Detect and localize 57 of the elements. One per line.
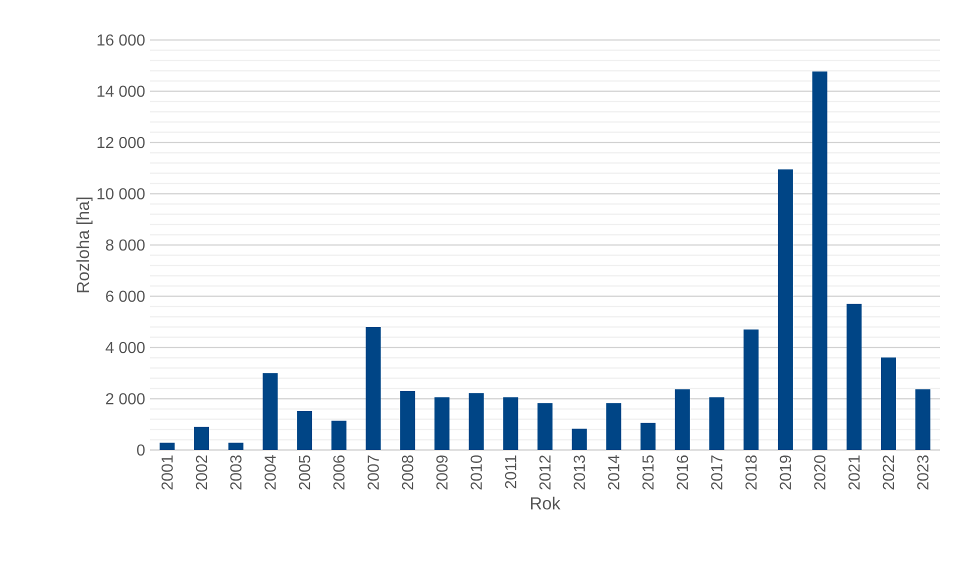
bar <box>331 420 346 450</box>
x-tick-label: 2023 <box>917 455 928 490</box>
bar <box>366 326 381 450</box>
x-tick-label: 2001 <box>162 455 173 490</box>
bar <box>160 442 175 450</box>
bar <box>812 72 828 450</box>
bar <box>606 403 622 450</box>
x-tick-label: 2003 <box>230 455 242 490</box>
bar <box>674 389 690 450</box>
y-tick-label: 2 000 <box>106 393 145 404</box>
bar <box>846 304 862 450</box>
bar <box>503 397 518 450</box>
y-axis-title: Rozloha [ha] <box>76 198 93 292</box>
bar <box>915 389 930 450</box>
bar <box>538 403 553 450</box>
x-tick-label: 2006 <box>333 455 345 490</box>
bar <box>709 397 724 450</box>
x-tick-label: 2021 <box>848 455 860 490</box>
x-tick-label: 2014 <box>608 455 620 490</box>
bar <box>468 393 484 450</box>
x-tick-label: 2016 <box>676 455 688 490</box>
x-tick-label: 2013 <box>574 455 586 490</box>
x-tick-label: 2010 <box>470 455 482 490</box>
bar <box>194 426 210 450</box>
bar <box>880 357 896 450</box>
y-tick-label: 8 000 <box>106 239 145 251</box>
y-tick-label: 16 000 <box>98 34 145 46</box>
bar <box>262 373 278 450</box>
y-tick-label: 4 000 <box>106 342 145 354</box>
x-tick-label: 2022 <box>882 456 894 490</box>
x-tick-label: 2008 <box>402 455 414 490</box>
x-tick-label: 2017 <box>711 456 722 490</box>
y-tick-label: 10 000 <box>98 188 145 200</box>
y-tick-label: 14 000 <box>98 86 145 97</box>
x-tick-label: 2009 <box>436 455 448 490</box>
bar <box>640 422 656 450</box>
x-tick-label: 2011 <box>505 455 516 488</box>
bar <box>228 442 244 450</box>
y-tick-label: 0 <box>137 444 145 456</box>
x-tick-label: 2019 <box>780 455 792 490</box>
x-axis-title: Rok <box>531 496 560 510</box>
x-tick-label: 2007 <box>368 456 379 490</box>
x-tick-label: 2015 <box>642 455 654 490</box>
bar <box>297 411 312 450</box>
x-tick-label: 2005 <box>298 455 310 490</box>
bar <box>778 169 793 450</box>
x-tick-label: 2020 <box>814 455 826 490</box>
x-tick-label: 2004 <box>264 455 276 490</box>
x-tick-label: 2012 <box>539 456 551 490</box>
bar <box>572 428 587 450</box>
x-tick-label: 2002 <box>196 456 208 490</box>
bar <box>434 397 450 450</box>
bar <box>744 330 759 450</box>
y-tick-label: 12 000 <box>98 136 145 148</box>
y-tick-label: 6 000 <box>106 290 145 302</box>
x-tick-label: 2018 <box>745 455 757 490</box>
bar <box>400 391 416 450</box>
